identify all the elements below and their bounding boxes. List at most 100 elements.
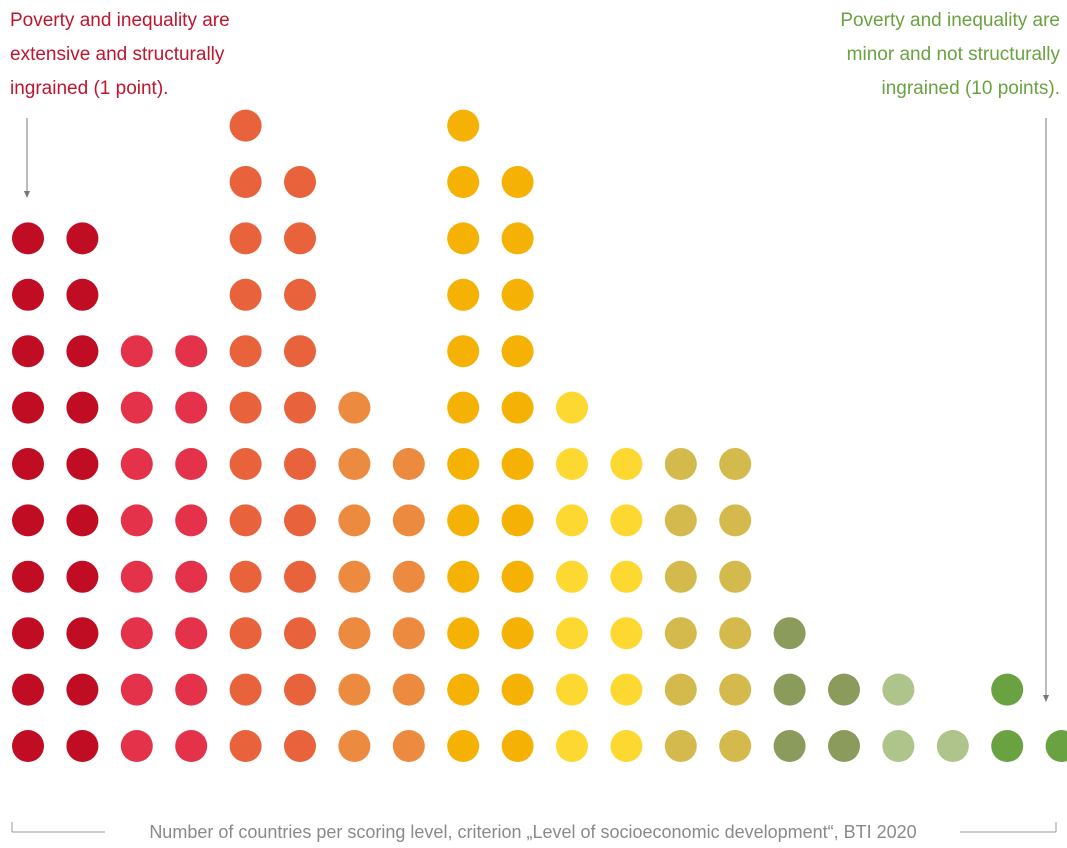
country-dot-level-1 <box>66 504 99 537</box>
country-dot-level-5 <box>501 335 534 368</box>
country-dot-level-2 <box>175 730 208 762</box>
country-dot-level-8 <box>773 673 806 706</box>
country-dot-level-3 <box>284 617 316 650</box>
country-dot-level-1 <box>12 391 44 424</box>
country-dot-level-3 <box>229 504 262 537</box>
country-dot-level-4 <box>392 673 425 706</box>
country-dot-level-2 <box>120 560 153 593</box>
country-dot-level-7 <box>719 730 752 762</box>
country-dot-level-6 <box>556 560 588 593</box>
country-dot-level-3 <box>229 617 262 650</box>
country-dot-level-3 <box>284 166 316 198</box>
country-dot-level-5 <box>447 504 480 537</box>
country-dot-level-4 <box>338 560 371 593</box>
country-dot-level-5 <box>447 109 480 142</box>
country-dot-level-5 <box>501 617 534 650</box>
country-dot-level-3 <box>229 166 262 198</box>
country-dot-level-2 <box>175 617 208 650</box>
country-dot-level-1 <box>66 730 99 762</box>
country-dot-level-2 <box>120 448 153 480</box>
country-dot-level-7 <box>719 560 752 593</box>
country-dot-level-8 <box>828 730 860 762</box>
country-dot-level-5 <box>447 730 480 762</box>
annotation-left-arrowhead <box>24 191 30 198</box>
country-dot-level-3 <box>229 222 262 255</box>
country-dot-level-7 <box>719 448 752 480</box>
country-dot-level-1 <box>66 278 99 311</box>
country-dot-level-8 <box>773 730 806 762</box>
country-dot-level-1 <box>66 673 99 706</box>
country-dot-level-1 <box>66 222 99 255</box>
country-dot-level-10 <box>991 730 1024 762</box>
country-dot-level-3 <box>284 335 316 368</box>
country-dot-level-5 <box>501 560 534 593</box>
annotation-left: Poverty and inequality are extensive and… <box>10 10 230 198</box>
country-dot-level-8 <box>828 673 860 706</box>
country-dot-level-1 <box>12 617 44 650</box>
country-dot-level-3 <box>284 560 316 593</box>
annotation-right: Poverty and inequality are minor and not… <box>840 10 1060 702</box>
country-dot-level-7 <box>719 617 752 650</box>
country-dot-level-6 <box>556 730 588 762</box>
country-dot-level-4 <box>338 391 371 424</box>
country-dot-level-7 <box>664 448 697 480</box>
country-dot-level-3 <box>229 730 262 762</box>
country-dot-level-2 <box>175 504 208 537</box>
country-dot-level-3 <box>284 504 316 537</box>
country-dot-level-1 <box>66 448 99 480</box>
country-dot-level-1 <box>12 222 44 255</box>
country-dot-level-3 <box>229 448 262 480</box>
country-dot-level-6 <box>556 504 588 537</box>
country-dot-level-2 <box>120 673 153 706</box>
country-dot-level-5 <box>447 448 480 480</box>
country-dot-level-4 <box>392 504 425 537</box>
country-dot-level-2 <box>120 391 153 424</box>
country-dot-level-3 <box>229 673 262 706</box>
country-dot-level-4 <box>392 617 425 650</box>
country-dot-level-2 <box>175 560 208 593</box>
annotation-left-line-1: Poverty and inequality are <box>10 10 230 31</box>
country-dot-level-5 <box>447 166 480 198</box>
annotation-right-line-2: minor and not structurally <box>847 44 1061 65</box>
footer: Number of countries per scoring level, c… <box>11 822 1057 842</box>
footer-caption: Number of countries per scoring level, c… <box>149 822 916 842</box>
country-dot-level-6 <box>556 617 588 650</box>
country-dot-level-1 <box>66 335 99 368</box>
country-dot-level-6 <box>610 730 643 762</box>
country-dot-level-8 <box>773 617 806 650</box>
country-dot-level-2 <box>120 730 153 762</box>
country-dot-level-1 <box>66 391 99 424</box>
country-dot-level-4 <box>338 504 371 537</box>
country-dot-level-6 <box>610 504 643 537</box>
country-dot-level-1 <box>66 617 99 650</box>
country-dot-level-6 <box>610 617 643 650</box>
country-dot-level-6 <box>556 391 588 424</box>
country-dot-level-6 <box>610 673 643 706</box>
country-dot-level-3 <box>284 448 316 480</box>
annotation-right-line-3: ingrained (10 points). <box>882 78 1061 99</box>
country-dot-level-10 <box>1045 730 1067 762</box>
country-dot-level-3 <box>229 278 262 311</box>
country-dot-level-4 <box>392 448 425 480</box>
country-dot-level-4 <box>338 617 371 650</box>
country-dot-level-1 <box>12 560 44 593</box>
country-dot-level-2 <box>120 504 153 537</box>
annotation-right-line-1: Poverty and inequality are <box>840 10 1060 31</box>
country-dot-level-5 <box>447 391 480 424</box>
country-dot-level-5 <box>447 560 480 593</box>
country-dot-level-1 <box>66 560 99 593</box>
country-dot-level-1 <box>12 730 44 762</box>
country-dot-level-9 <box>882 673 915 706</box>
country-dot-level-5 <box>447 673 480 706</box>
country-dot-level-3 <box>284 391 316 424</box>
country-dot-level-5 <box>501 278 534 311</box>
country-dot-level-1 <box>12 448 44 480</box>
country-dot-level-5 <box>447 335 480 368</box>
country-dot-level-5 <box>501 504 534 537</box>
country-dot-level-6 <box>610 560 643 593</box>
country-dot-level-7 <box>719 504 752 537</box>
country-dot-level-3 <box>229 391 262 424</box>
country-dot-level-4 <box>392 730 425 762</box>
country-dot-level-7 <box>664 617 697 650</box>
country-dot-level-3 <box>284 278 316 311</box>
